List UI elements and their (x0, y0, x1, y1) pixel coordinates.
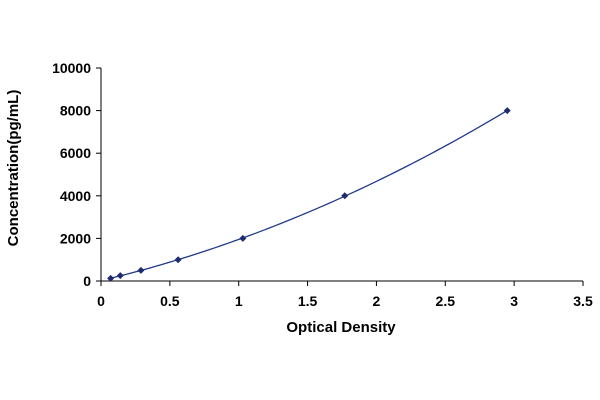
y-axis-title: Concentration(pg/mL) (5, 90, 22, 247)
y-tick-label: 4000 (60, 188, 91, 204)
data-point (116, 272, 124, 280)
data-point (341, 192, 349, 200)
data-points (107, 107, 511, 282)
data-point (503, 107, 511, 115)
x-tick-label: 3.5 (573, 293, 593, 309)
x-tick-label: 2 (373, 293, 381, 309)
data-point (239, 234, 247, 242)
trend-line (110, 109, 508, 279)
x-tick-label: 1.5 (298, 293, 318, 309)
y-axis-ticks: 0 2000 4000 6000 8000 10000 (52, 60, 101, 289)
x-tick-label: 3 (510, 293, 518, 309)
data-point (137, 266, 145, 274)
x-tick-label: 0.5 (160, 293, 180, 309)
y-tick-label: 2000 (60, 230, 91, 246)
axes (100, 68, 583, 282)
x-tick-label: 0 (97, 293, 105, 309)
data-point (174, 256, 182, 264)
y-tick-label: 8000 (60, 103, 91, 119)
y-tick-label: 10000 (52, 60, 91, 76)
x-tick-label: 2.5 (436, 293, 456, 309)
data-point (107, 274, 115, 282)
x-tick-label: 1 (235, 293, 243, 309)
x-axis-title: Optical Density (286, 319, 396, 336)
x-axis-ticks: 0 0.5 1 1.5 2 2.5 3 3.5 (97, 281, 593, 309)
y-tick-label: 0 (83, 273, 91, 289)
y-tick-label: 6000 (60, 145, 91, 161)
